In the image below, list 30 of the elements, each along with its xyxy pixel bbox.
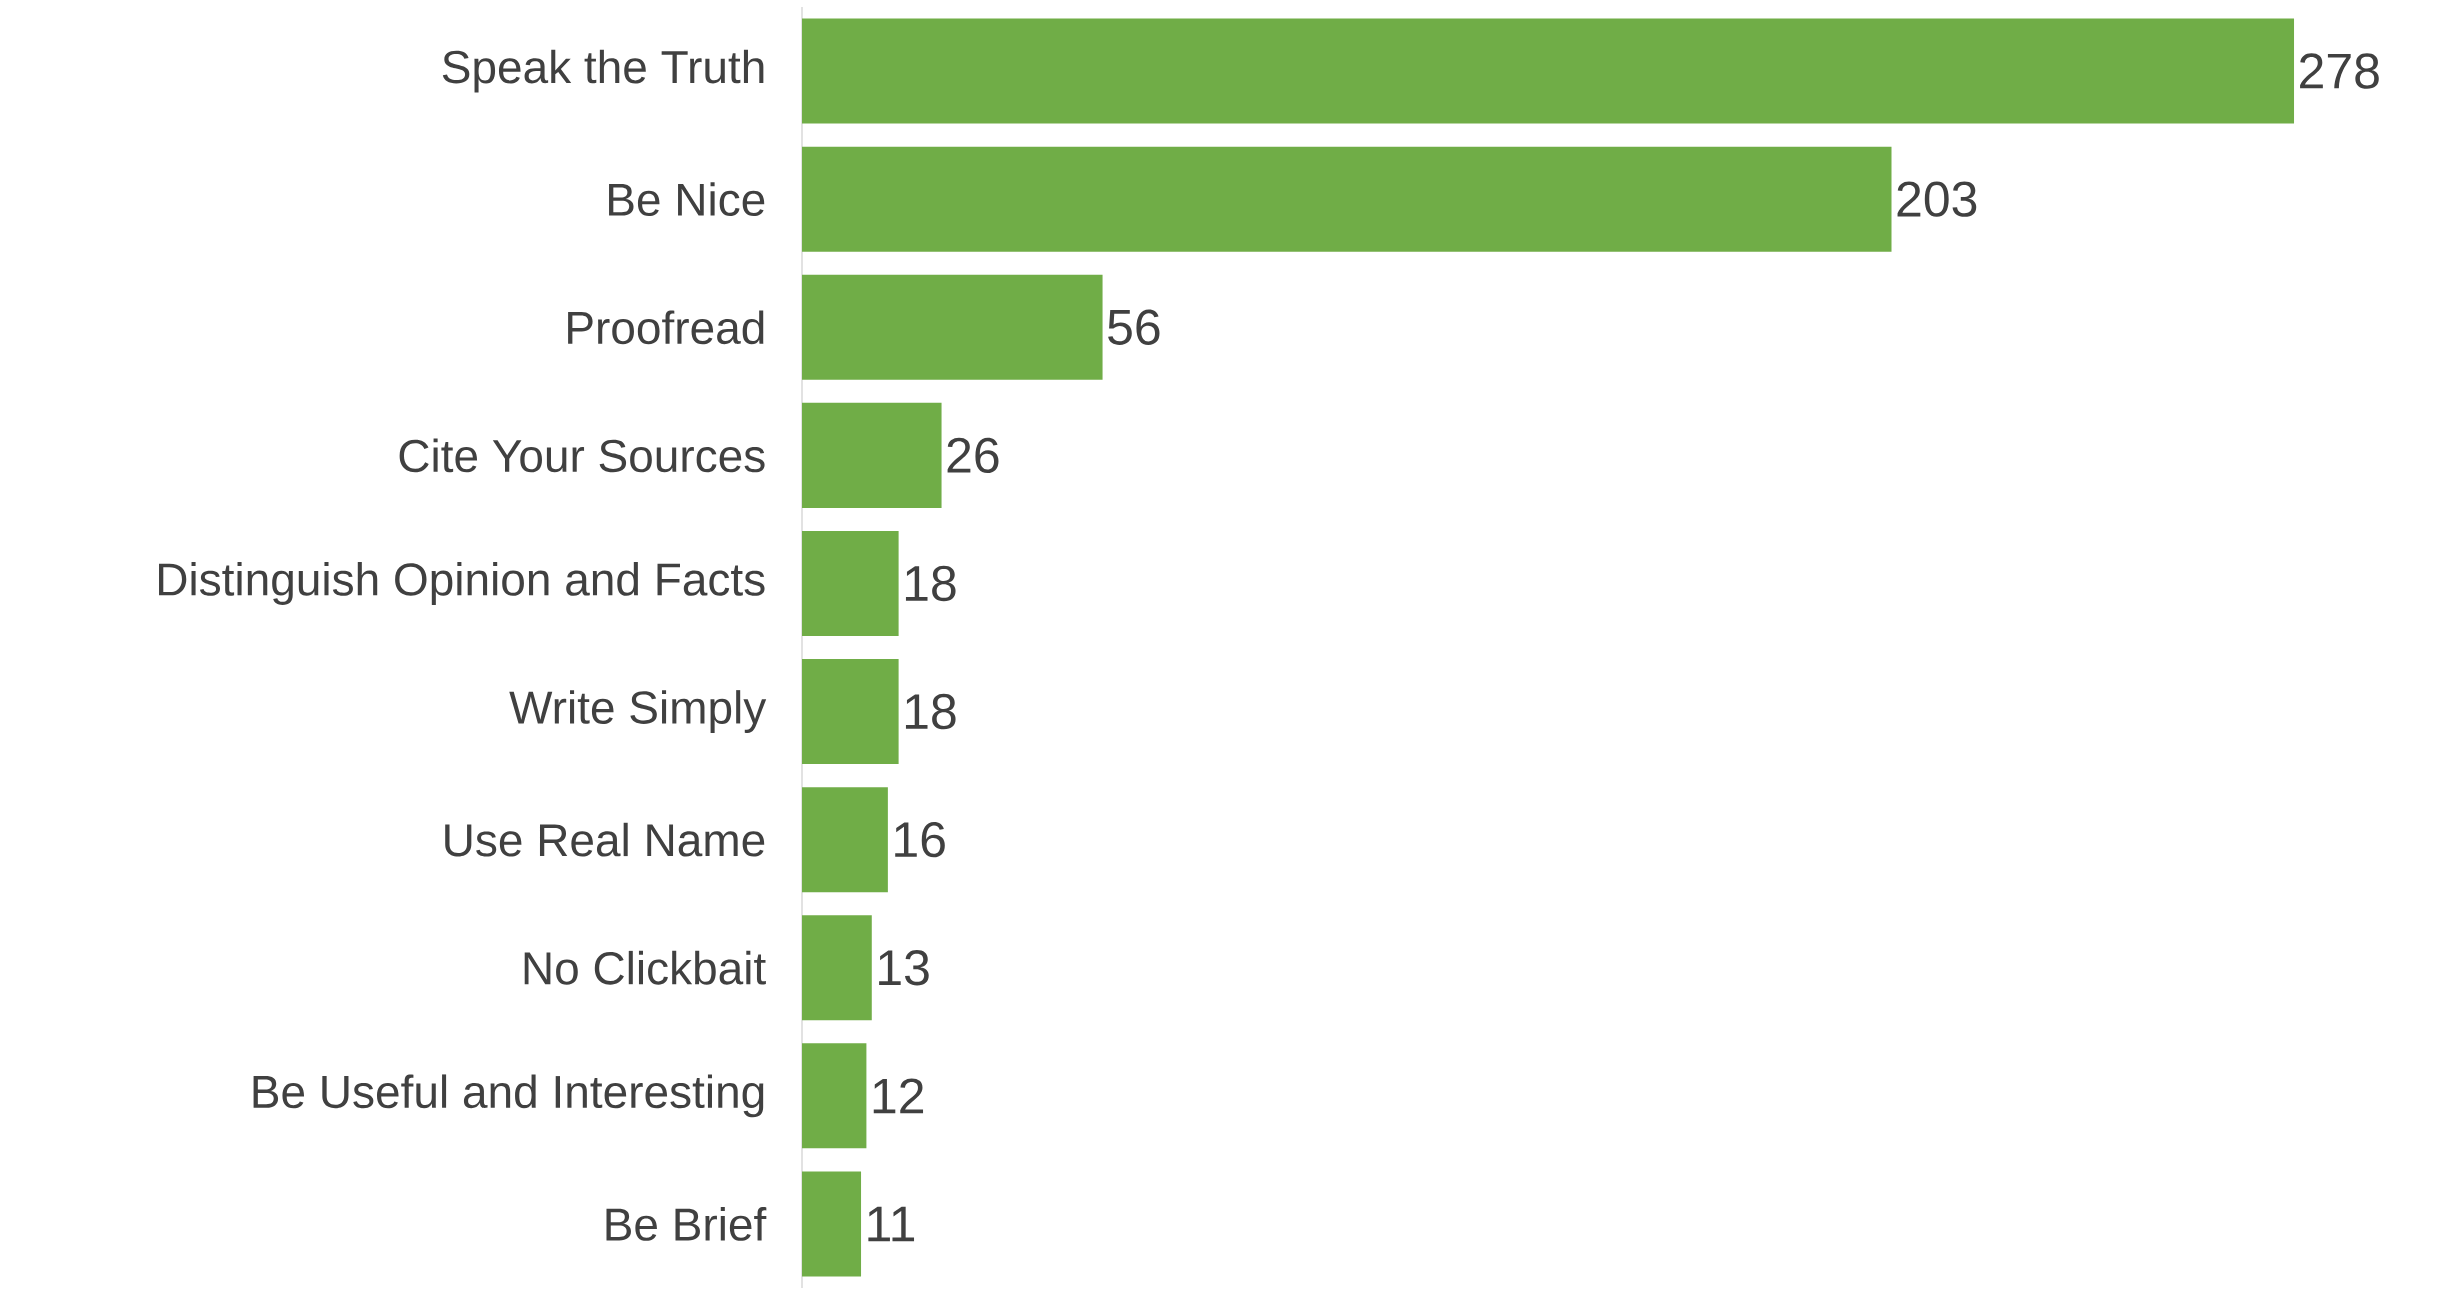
y-tick-label: Use Real Name: [445, 822, 765, 857]
y-tick-label: Be Brief: [606, 1207, 767, 1241]
bar: [802, 1043, 867, 1149]
bar: [802, 915, 872, 1021]
bar: [802, 18, 2295, 124]
y-tick-label: Distinguish Opinion and Facts: [159, 562, 765, 605]
bar: [802, 659, 899, 765]
data-label: 12: [873, 1078, 924, 1114]
bar: [802, 530, 899, 636]
data-label: 16: [895, 821, 945, 858]
y-tick-label: Write Simply: [509, 690, 767, 733]
y-tick-label: Proofread: [568, 310, 764, 345]
data-label: 11: [868, 1206, 915, 1242]
data-label: 18: [905, 565, 956, 602]
data-label: 13: [879, 950, 929, 986]
data-label: 278: [2300, 53, 2379, 89]
data-label: 18: [905, 693, 956, 730]
bar: [802, 1171, 862, 1277]
bar: [802, 787, 888, 893]
y-tick-label: Cite Your Sources: [399, 438, 765, 473]
bar: [802, 274, 1103, 380]
data-label: 26: [947, 437, 999, 474]
y-tick-label: Be Useful and Interesting: [253, 1074, 764, 1118]
y-tick-label: No Clickbait: [524, 950, 766, 985]
y-tick-label: Be Nice: [609, 182, 765, 217]
y-tick-label: Speak the Truth: [442, 49, 764, 93]
data-label: 56: [1108, 309, 1160, 345]
bar: [802, 402, 942, 508]
bar: [802, 146, 1892, 252]
data-label: 203: [1897, 181, 1977, 217]
